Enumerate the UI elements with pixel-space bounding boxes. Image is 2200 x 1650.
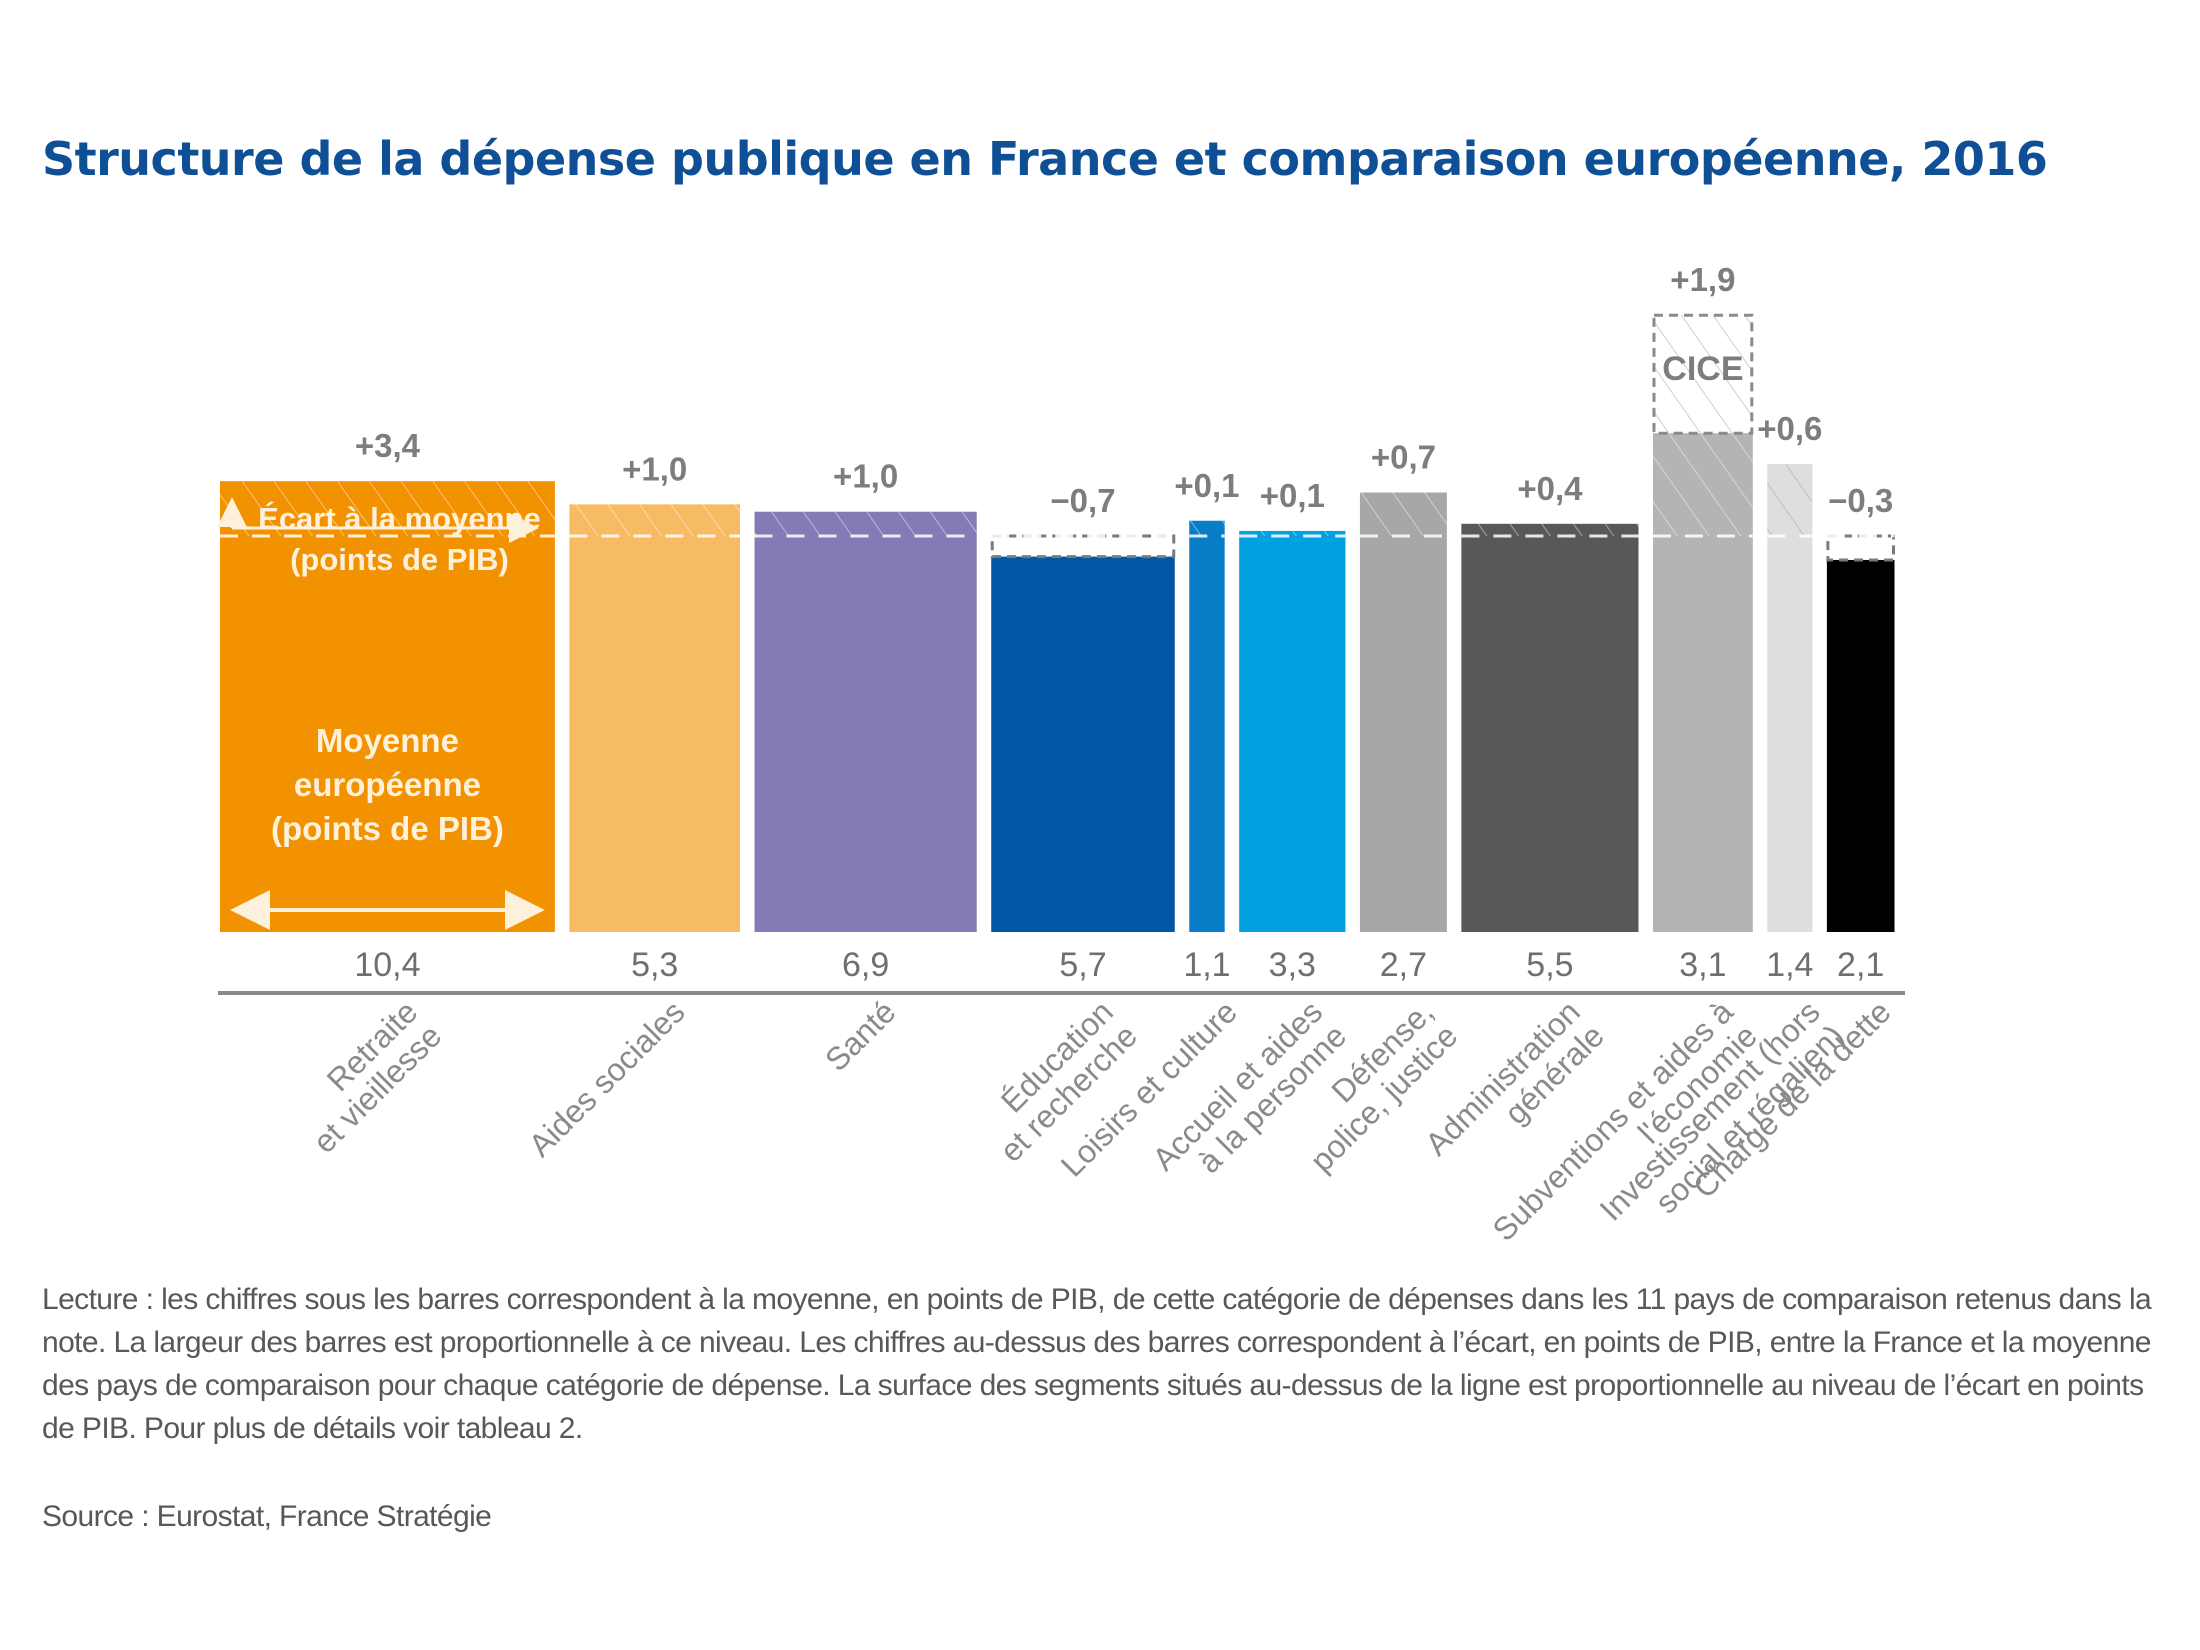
bar-group [569,504,741,932]
legend-annotation: Écart à la moyenne (points de PIB) Moyenne… [217,497,545,930]
bar [1826,559,1895,932]
gap-value-label: +0,4 [1517,470,1583,507]
mean-value-label: 1,1 [1183,946,1230,984]
bar [754,511,977,932]
cice-box [1652,313,1754,435]
mean-value-label: 2,7 [1380,946,1427,984]
source-note: Source : Eurostat, France Stratégie [42,1500,492,1533]
bar-group [990,534,1176,932]
gap-value-label: +1,9 [1670,261,1735,298]
bar [991,556,1175,932]
mean-value-label: 3,3 [1269,946,1316,984]
gap-value-label: +1,0 [622,450,687,487]
gap-value-label: −0,3 [1828,482,1893,519]
mean-value-label: 5,7 [1059,946,1106,984]
bar-group [1189,520,1225,932]
bar [1359,492,1447,932]
gap-value-label: +1,0 [833,458,898,495]
bar [569,504,741,932]
gap-annotation-line: Écart à la moyenne [258,501,541,536]
mean-value-label: 10,4 [354,946,420,984]
bar-group [754,511,977,932]
gap-segment [1652,433,1753,536]
category-label: Retraiteet vieillesse [282,993,448,1159]
mean-annotation-line: Moyenne [316,722,459,759]
category-label-line: Aides sociales [522,993,692,1163]
bar [1461,523,1639,932]
gap-annotation-line: (points de PIB) [290,542,509,577]
bar-group [1359,492,1447,932]
gap-value-label: +0,6 [1757,410,1822,447]
gap-segment [569,504,741,536]
bar-group [1826,534,1896,932]
category-label: Aides sociales [522,993,692,1163]
gap-segment [1359,492,1447,536]
gap-value-label: +0,1 [1174,467,1239,504]
bar [1189,520,1225,932]
mean-value-label: 1,4 [1766,946,1813,984]
mean-value-label: 2,1 [1837,946,1884,984]
mean-annotation-line: (points de PIB) [271,810,504,847]
cice-label: CICE [1662,350,1743,388]
mean-value-label: 5,5 [1526,946,1573,984]
gap-segment [1767,464,1813,536]
category-label: Santé [818,993,903,1078]
mean-value-label: 3,1 [1679,946,1726,984]
bar-group [1767,464,1813,932]
gap-segment [1239,530,1346,536]
chart-plot: Écart à la moyenne (points de PIB) Moyenne… [217,261,1905,1248]
gap-value-label: +3,4 [355,427,421,464]
mean-value-label: 6,9 [842,946,889,984]
gap-value-label: −0,7 [1050,482,1115,519]
chart-title: Structure de la dépense publique en Fran… [42,132,2048,186]
gap-segment [1461,523,1639,536]
bar-group [1461,523,1639,932]
reading-note: Lecture : les chiffres sous les barres c… [42,1283,2152,1445]
bar-group: CICE [1652,313,1754,932]
bar [1767,464,1813,932]
bar-group [1239,530,1346,932]
gap-segment [754,511,977,536]
mean-value-label: 5,3 [631,946,678,984]
gap-value-label: +0,1 [1260,477,1325,514]
bar [220,481,555,932]
category-label-line: Santé [818,993,903,1078]
mean-annotation-line: européenne [294,766,481,803]
bars-layer: Écart à la moyenne (points de PIB) Moyenne… [217,313,1896,932]
gap-segment [1189,520,1225,536]
bar-group: Écart à la moyenne (points de PIB) Moyenne… [217,481,555,932]
gap-value-label: +0,7 [1371,439,1436,476]
gap-shortfall-box [990,534,1176,559]
bar [1239,530,1346,932]
gap-shortfall-box [1826,534,1896,562]
